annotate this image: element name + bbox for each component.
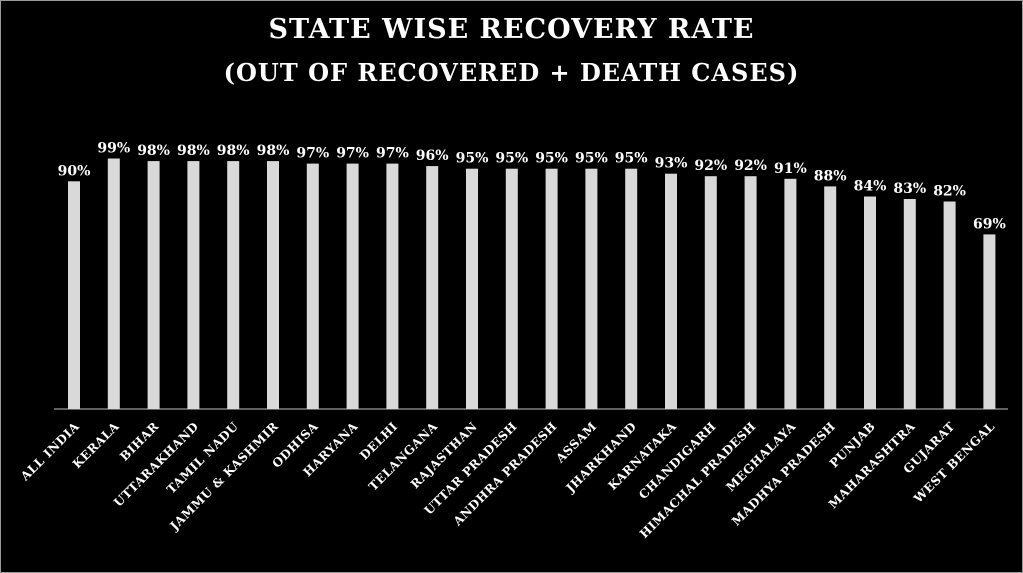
bar-5 — [267, 161, 279, 409]
bar-17 — [744, 176, 757, 409]
value-label-1: 99% — [97, 141, 130, 157]
category-label-14: JHARKHAND — [563, 419, 640, 496]
bar-9 — [426, 166, 439, 409]
value-label-21: 83% — [893, 181, 926, 197]
bar-10 — [466, 168, 478, 409]
value-label-6: 97% — [296, 146, 329, 162]
category-label-9: TELANGANA — [366, 419, 440, 493]
value-label-13: 95% — [575, 151, 608, 167]
bar-22 — [943, 201, 956, 409]
value-label-10: 95% — [456, 151, 489, 167]
value-label-11: 95% — [495, 151, 528, 167]
bar-16 — [704, 176, 717, 409]
value-label-4: 98% — [217, 143, 250, 159]
bar-3 — [187, 161, 200, 409]
value-label-5: 98% — [257, 143, 290, 159]
bar-8 — [386, 163, 399, 409]
bar-6 — [306, 163, 319, 409]
value-label-18: 91% — [774, 161, 807, 177]
value-label-16: 92% — [694, 158, 727, 174]
value-label-9: 96% — [416, 148, 449, 164]
bar-20 — [864, 196, 876, 409]
value-label-2: 98% — [137, 143, 170, 159]
bar-2 — [147, 161, 160, 409]
value-label-8: 97% — [376, 146, 409, 162]
value-label-23: 69% — [973, 216, 1006, 232]
category-label-4: TAMIL NADU — [164, 419, 241, 496]
value-label-7: 97% — [336, 146, 369, 162]
bar-15 — [665, 173, 677, 409]
value-label-0: 90% — [58, 163, 91, 179]
value-label-20: 84% — [854, 179, 887, 195]
value-label-14: 95% — [615, 151, 648, 167]
category-label-15: KARNATAKA — [605, 419, 679, 493]
value-label-19: 88% — [814, 168, 847, 184]
bar-7 — [346, 163, 359, 409]
chart-subtitle: (OUT OF RECOVERED + DEATH CASES) — [223, 58, 800, 87]
bar-1 — [107, 158, 120, 409]
value-label-22: 82% — [933, 184, 966, 200]
bar-0 — [68, 181, 80, 409]
chart-title: STATE WISE RECOVERY RATE — [268, 14, 755, 45]
bar-4 — [227, 161, 240, 409]
bar-11 — [505, 168, 518, 409]
category-label-18: MEGHALAYA — [724, 419, 799, 494]
category-label-0: ALL INDIA — [17, 419, 82, 484]
value-label-12: 95% — [535, 151, 568, 167]
value-label-15: 93% — [655, 156, 688, 172]
bar-12 — [545, 168, 558, 409]
value-label-17: 92% — [734, 158, 767, 174]
bar-13 — [585, 168, 598, 409]
bar-21 — [903, 199, 916, 409]
bar-19 — [824, 186, 837, 409]
bar-18 — [784, 178, 797, 409]
value-label-3: 98% — [177, 143, 210, 159]
bar-14 — [625, 168, 638, 409]
bar-23 — [983, 234, 996, 409]
